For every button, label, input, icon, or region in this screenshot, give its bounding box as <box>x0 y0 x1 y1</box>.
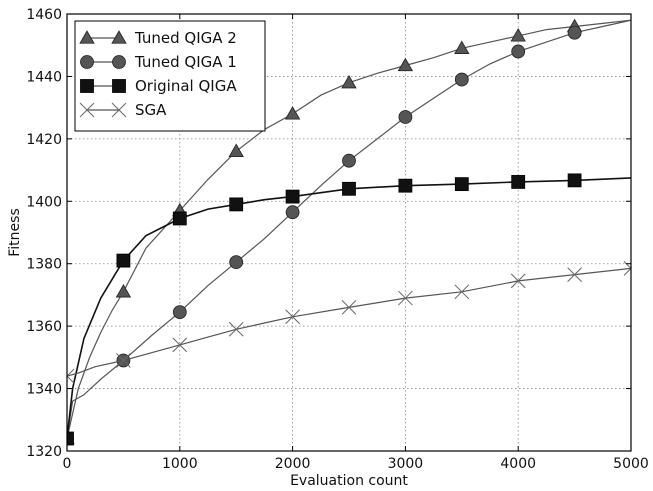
axis-ticks: 0 1000 2000 3000 4000 5000 1320 1340 1360 1380 140… <box>26 7 648 472</box>
legend-marker-stroke <box>111 102 127 118</box>
series-sga <box>67 261 631 384</box>
data-point-tuned-qiga-1 <box>229 255 244 270</box>
legend-label: Original QIGA <box>135 77 237 95</box>
data-point-sga-stroke <box>398 290 413 306</box>
legend-marker <box>80 79 94 93</box>
x-tick-label: 3000 <box>388 456 424 472</box>
data-point-sga <box>398 290 413 306</box>
legend-item-tuned-qiga-2: Tuned QIGA 2 <box>79 29 237 47</box>
data-point-tuned-qiga-2 <box>510 28 526 42</box>
data-point-original-qiga <box>454 177 469 192</box>
legend-marker <box>80 55 94 69</box>
data-point-tuned-qiga-1 <box>454 72 469 87</box>
data-point-sga <box>454 284 470 300</box>
data-point-tuned-qiga-1 <box>567 25 582 40</box>
x-tick-label: 5000 <box>613 456 649 472</box>
series-line-tuned-qiga-1 <box>67 19 631 439</box>
x-tick-label: 2000 <box>275 456 311 472</box>
legend-item-tuned-qiga-1: Tuned QIGA 1 <box>80 53 237 71</box>
data-point-sga-stroke <box>172 337 188 353</box>
y-tick-label: 1460 <box>26 7 62 23</box>
legend-label: Tuned QIGA 2 <box>134 29 237 47</box>
data-point-tuned-qiga-2 <box>284 106 301 120</box>
legend-item-original-qiga: Original QIGA <box>80 77 237 95</box>
data-point-sga <box>285 309 300 325</box>
x-tick-label: 4000 <box>500 456 536 472</box>
y-tick-label: 1440 <box>26 69 62 85</box>
data-point-original-qiga <box>67 431 74 446</box>
data-point-tuned-qiga-1 <box>511 44 526 59</box>
y-tick-label: 1360 <box>26 319 62 335</box>
data-point-sga <box>228 321 244 337</box>
y-tick-label: 1380 <box>26 257 62 273</box>
y-tick-label: 1400 <box>26 194 62 210</box>
data-point-sga <box>567 267 582 282</box>
data-point-tuned-qiga-1 <box>172 305 187 319</box>
legend-box <box>74 20 266 132</box>
legend-item-sga: SGA <box>79 101 167 119</box>
data-point-original-qiga <box>172 211 187 226</box>
data-point-original-qiga <box>116 253 131 268</box>
data-point-original-qiga <box>285 189 300 204</box>
y-tick-label: 1340 <box>26 382 62 398</box>
series-layer <box>67 18 631 446</box>
data-point-tuned-qiga-2 <box>115 284 132 298</box>
legend-marker <box>79 102 95 118</box>
data-point-sga-stroke <box>67 375 75 384</box>
data-point-sga-stroke <box>285 309 300 325</box>
data-point-sga-stroke <box>567 267 582 282</box>
legend-label: Tuned QIGA 1 <box>134 53 237 71</box>
plot-frame <box>66 13 632 452</box>
x-axis-label: Evaluation count <box>290 473 408 489</box>
legend-label: SGA <box>135 101 167 119</box>
x-tick-label: 1000 <box>162 456 198 472</box>
data-point-tuned-qiga-1 <box>342 153 356 168</box>
legend-marker <box>112 79 126 93</box>
series-line-sga <box>67 267 631 377</box>
data-point-tuned-qiga-2 <box>341 74 357 89</box>
data-point-original-qiga <box>511 175 526 189</box>
data-point-sga-stroke <box>228 321 244 337</box>
legend-marker-stroke <box>79 102 95 118</box>
data-point-tuned-qiga-1 <box>285 205 300 220</box>
data-point-tuned-qiga-2 <box>228 143 244 157</box>
legend-marker <box>112 55 126 69</box>
series-original-qiga <box>67 173 631 446</box>
legend-marker <box>79 30 95 44</box>
data-point-sga-stroke <box>510 273 526 289</box>
data-point-sga <box>341 300 357 315</box>
data-point-sga-stroke <box>116 353 131 368</box>
data-point-tuned-qiga-2 <box>397 57 414 72</box>
data-point-sga <box>172 337 188 353</box>
legend-marker <box>111 102 127 118</box>
x-tick-label: 0 <box>63 456 72 472</box>
data-point-original-qiga <box>398 178 413 193</box>
data-point-sga-stroke <box>454 284 470 300</box>
data-point-sga <box>116 353 131 368</box>
series-line-tuned-qiga-2 <box>67 19 631 439</box>
data-point-sga <box>510 273 526 289</box>
data-point-tuned-qiga-1 <box>398 110 413 124</box>
y-axis-label: Fitness <box>7 208 23 257</box>
data-point-sga-stroke <box>341 300 357 315</box>
data-point-sga-stroke <box>623 267 631 276</box>
legend-marker <box>111 30 127 44</box>
data-point-original-qiga <box>229 197 244 212</box>
data-point-original-qiga <box>567 173 582 188</box>
y-tick-label: 1320 <box>26 444 62 460</box>
data-point-original-qiga <box>342 181 356 196</box>
y-tick-label: 1420 <box>26 132 62 148</box>
data-point-sga <box>67 368 75 384</box>
data-point-sga-stroke <box>67 368 75 377</box>
data-point-tuned-qiga-2 <box>454 40 470 54</box>
legend: Tuned QIGA 2 Tuned QIGA 1 Original QIGA SGA <box>74 20 266 132</box>
